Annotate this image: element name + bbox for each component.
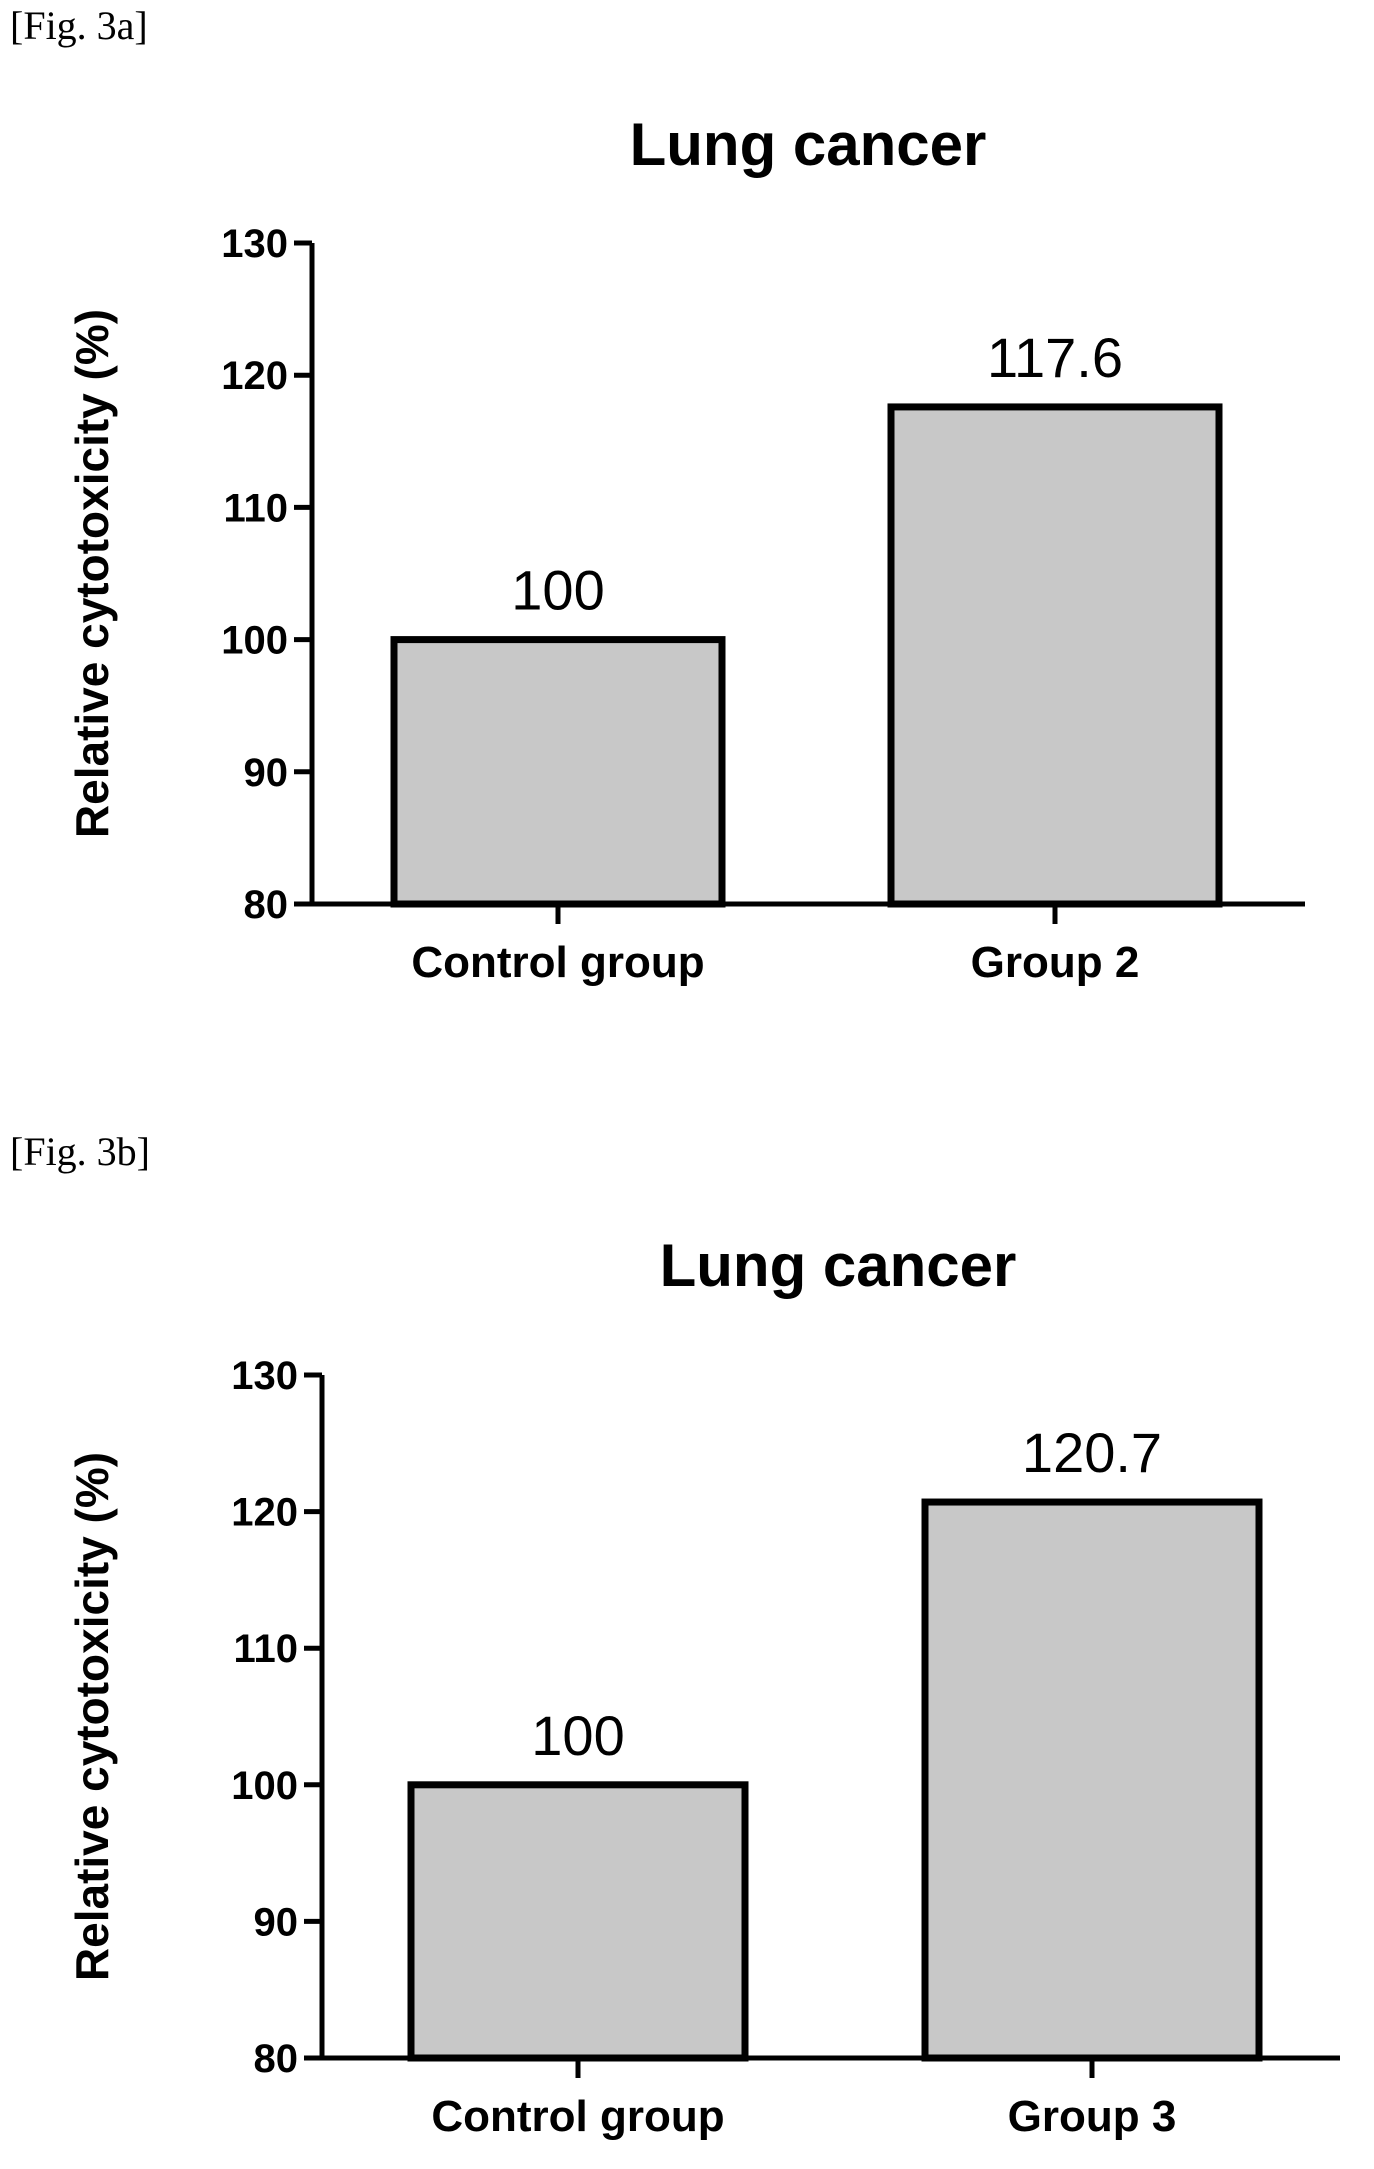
bar-group-3 [921,1498,1263,2062]
y-tick-label: 120 [221,354,288,398]
x-tick-label: Group 3 [1008,2092,1177,2141]
bar-group-2 [887,403,1223,908]
y-tick-label: 110 [223,486,288,530]
x-tick-label: Control group [431,2092,724,2141]
chart-title: Lung cancer [660,1232,1017,1299]
y-tick-label: 90 [254,1900,299,1944]
figure-label-3a: [Fig. 3a] [10,3,148,48]
x-tick-label: Control group [411,938,704,987]
x-tick-label: Group 2 [971,938,1140,987]
y-tick-label: 80 [254,2037,299,2081]
data-label: 100 [531,1704,624,1767]
y-tick-label: 110 [233,1627,298,1671]
data-label: 117.6 [987,326,1123,389]
y-tick-label: 100 [221,619,288,663]
bar-control-group [407,1781,749,2062]
y-axis-label: Relative cytotoxicity (%) [66,1452,118,1981]
data-label: 100 [511,559,604,622]
bar-chart-fig-3a: Lung cancer Relative cytotoxicity (%) 100 1… [66,111,1305,987]
y-tick-label: 100 [231,1764,298,1808]
y-axis-label: Relative cytotoxicity (%) [66,309,118,838]
data-label: 120.7 [1022,1421,1162,1484]
chart-title: Lung cancer [630,111,987,178]
y-tick-label: 90 [244,751,289,795]
figure-label-3b: [Fig. 3b] [10,1129,150,1174]
bar-control-group [390,636,726,908]
y-tick-label: 130 [231,1354,298,1398]
y-tick-label: 80 [244,883,289,927]
y-tick-label: 130 [221,222,288,266]
y-tick-label: 120 [231,1491,298,1535]
